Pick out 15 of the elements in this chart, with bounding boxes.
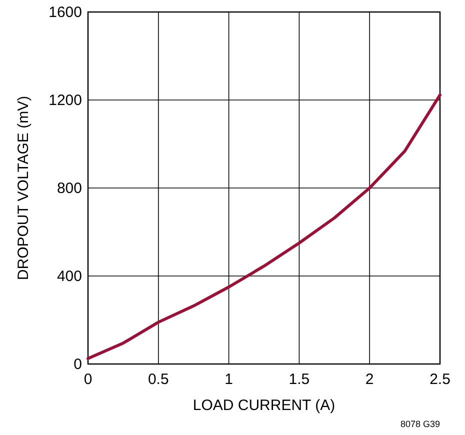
y-tick-label: 0 [74,356,82,373]
y-tick-label: 400 [56,268,82,285]
y-tick-label: 1600 [48,4,82,21]
x-tick-label: 0.5 [148,371,169,388]
line-series [86,93,442,360]
x-axis-title: LOAD CURRENT (A) [192,397,336,414]
x-tick-label: 2.5 [430,371,450,388]
y-tick-label: 800 [56,180,82,197]
x-tick-label: 1 [224,371,233,388]
text: 8078 G39 [400,419,440,429]
y-tick-label: 1200 [48,92,82,109]
x-tick-label: 1.5 [288,371,310,388]
y-axis-title: DROPOUT VOLTAGE (mV) [15,96,32,280]
x-tick-label: 2 [365,371,374,388]
x-tick-label: 0 [84,371,92,388]
